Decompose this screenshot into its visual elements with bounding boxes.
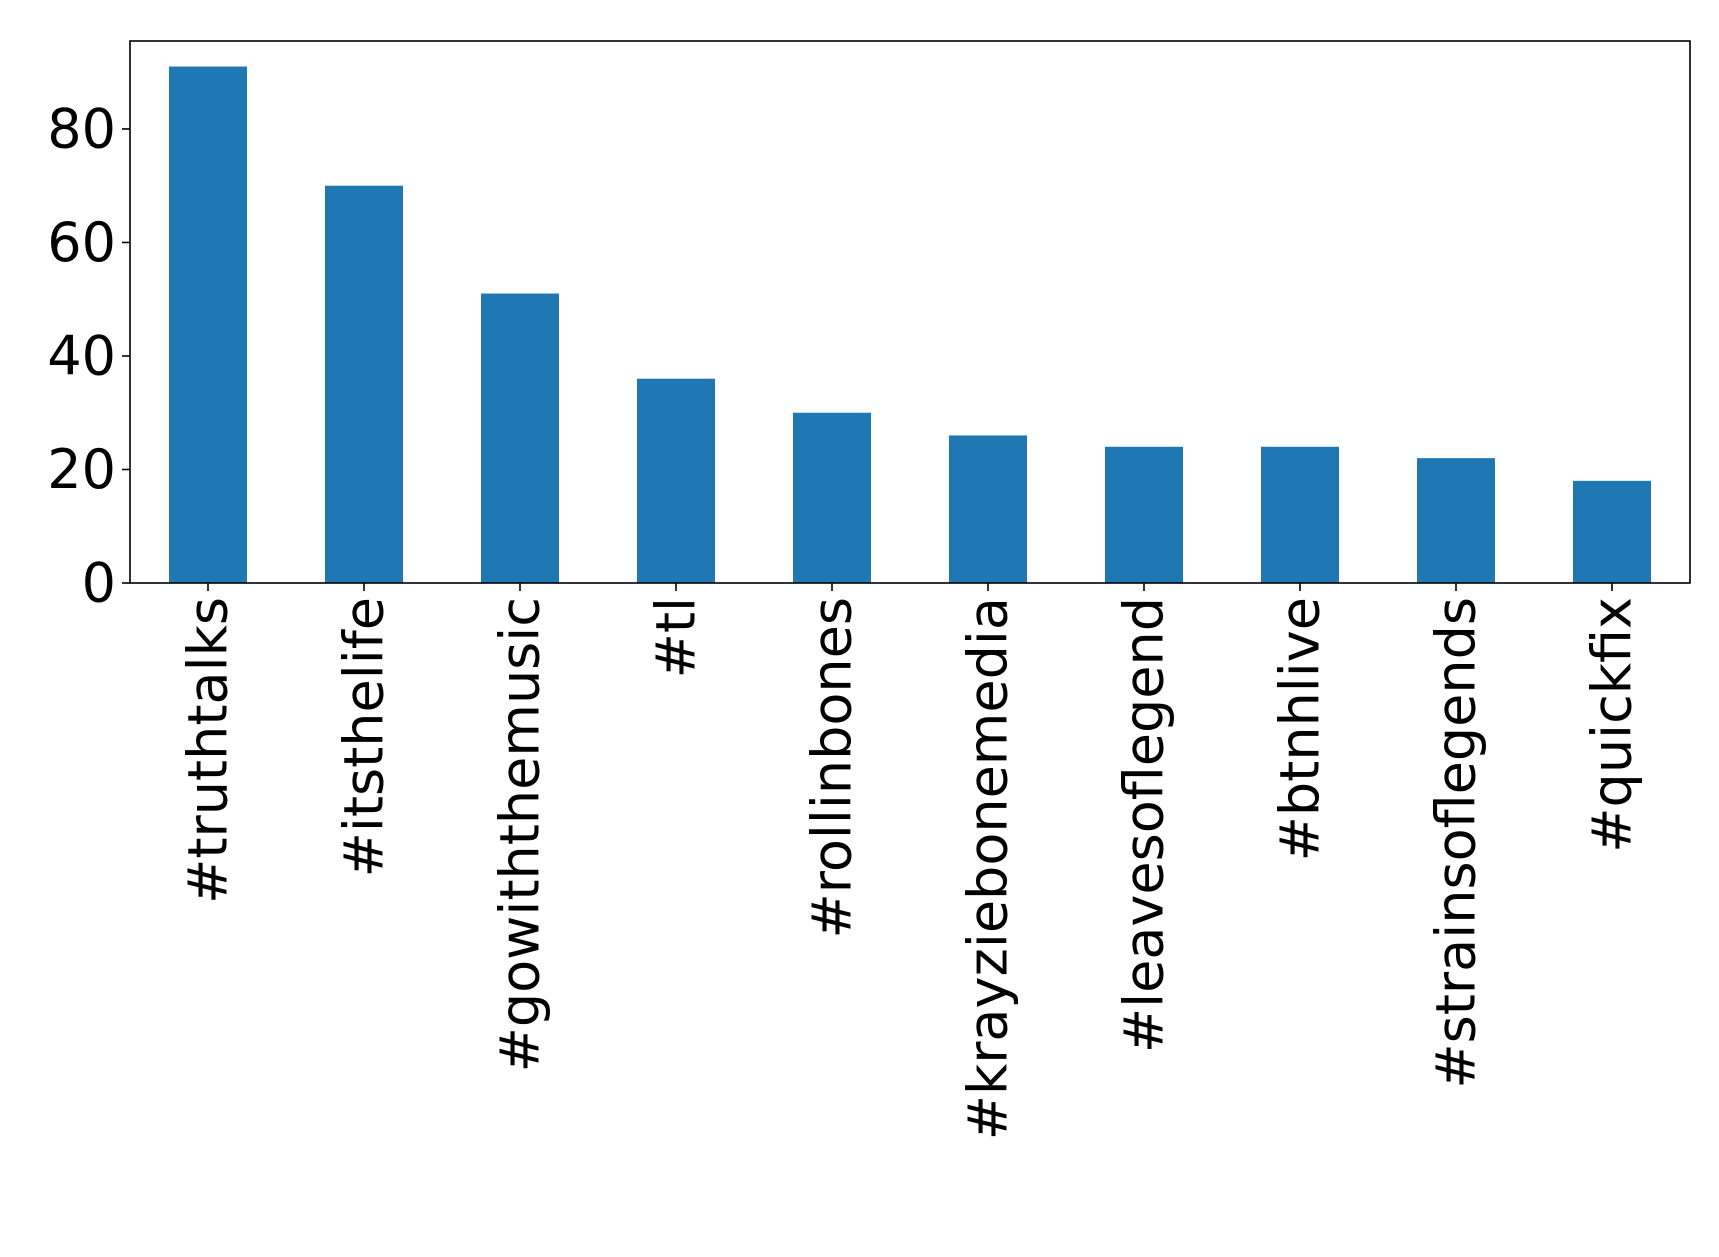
x-tick-label: #tl — [645, 597, 708, 678]
y-tick-label: 60 — [47, 211, 116, 274]
bars-layer — [169, 66, 1651, 584]
bar-gowiththemusic — [481, 293, 559, 583]
y-tick-label: 0 — [82, 552, 116, 615]
bar-leavesoflegend — [1105, 446, 1183, 583]
x-tick-label: #truthtalks — [177, 597, 240, 904]
y-tick-label: 40 — [47, 324, 116, 387]
bar-btnhlive — [1261, 446, 1339, 583]
y-tick-label: 20 — [47, 438, 116, 501]
bar-strainsoflegends — [1417, 458, 1495, 583]
x-tick-label: #rollinbones — [801, 597, 864, 938]
x-tick-label: #quickfix — [1581, 597, 1644, 853]
x-tick-label: #strainsoflegends — [1425, 597, 1488, 1089]
y-tick-label: 80 — [47, 97, 116, 160]
bar-tl — [637, 378, 715, 583]
bar-itsthelife — [325, 185, 403, 583]
x-tick-label: #btnhlive — [1269, 597, 1332, 861]
y-axis: 0 20 40 60 80 — [47, 97, 130, 615]
x-tick-label: #leavesoflegend — [1113, 597, 1176, 1053]
bar-rollinbones — [793, 412, 871, 583]
bar-krayziebonemedia — [949, 435, 1027, 583]
plot-frame — [129, 40, 1691, 584]
x-axis: #truthtalks #itsthelife #gowiththemusic #tl… — [177, 583, 1644, 1140]
bar-quickfix — [1573, 480, 1651, 583]
x-tick-label: #itsthelife — [333, 597, 396, 877]
bar-truthtalks — [169, 66, 247, 584]
x-tick-label: #krayziebonemedia — [957, 597, 1020, 1140]
x-tick-label: #gowiththemusic — [489, 597, 552, 1072]
